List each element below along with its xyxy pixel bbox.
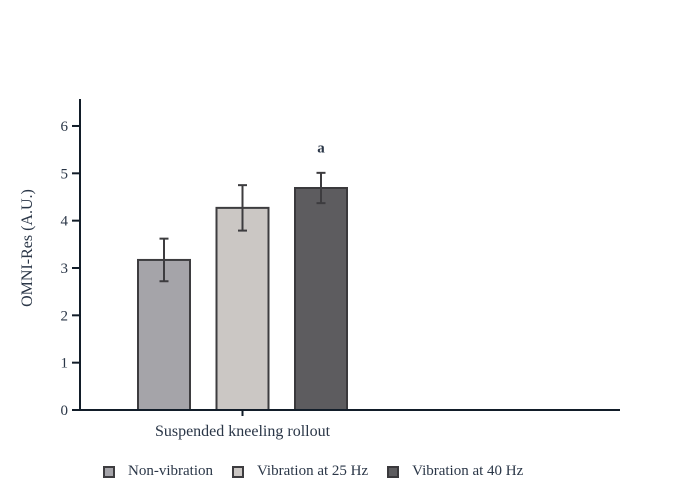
y-tick-label-1: 1: [61, 356, 69, 372]
legend-label-vibration-40hz: Vibration at 40 Hz: [412, 463, 524, 479]
y-tick-label-6: 6: [61, 119, 69, 135]
y-tick-label-0: 0: [61, 403, 69, 419]
legend-item-vibration-25hz: Vibration at 25 Hz: [231, 463, 369, 480]
y-tick-label-4: 4: [61, 214, 69, 230]
annotation-a: a: [317, 140, 325, 156]
bar-vibration-at-25-hz: [215, 206, 270, 411]
y-tick-label-2: 2: [61, 308, 69, 324]
legend-swatch-vibration-40hz: [387, 465, 400, 478]
y-axis-title: OMNI-Res (A.U.): [19, 189, 36, 307]
legend-swatch-vibration-25hz: [231, 465, 244, 478]
legend-label-non-vibration: Non-vibration: [128, 463, 213, 479]
y-tick-label-5: 5: [61, 166, 69, 182]
y-tick-label-3: 3: [61, 261, 69, 277]
x-axis-category-label: Suspended kneeling rollout: [154, 423, 331, 440]
bar-vibration-at-40-hz: [294, 186, 348, 411]
legend-item-vibration-40hz: Vibration at 40 Hz: [387, 463, 523, 480]
legend: Non-vibration Vibration at 25 Hz Vibrati…: [103, 463, 523, 480]
legend-swatch-non-vibration: [103, 465, 115, 478]
legend-item-non-vibration: Non-vibration: [103, 463, 213, 480]
legend-label-vibration-25hz: Vibration at 25 Hz: [256, 463, 369, 479]
bar-non-vibration: [137, 258, 191, 412]
